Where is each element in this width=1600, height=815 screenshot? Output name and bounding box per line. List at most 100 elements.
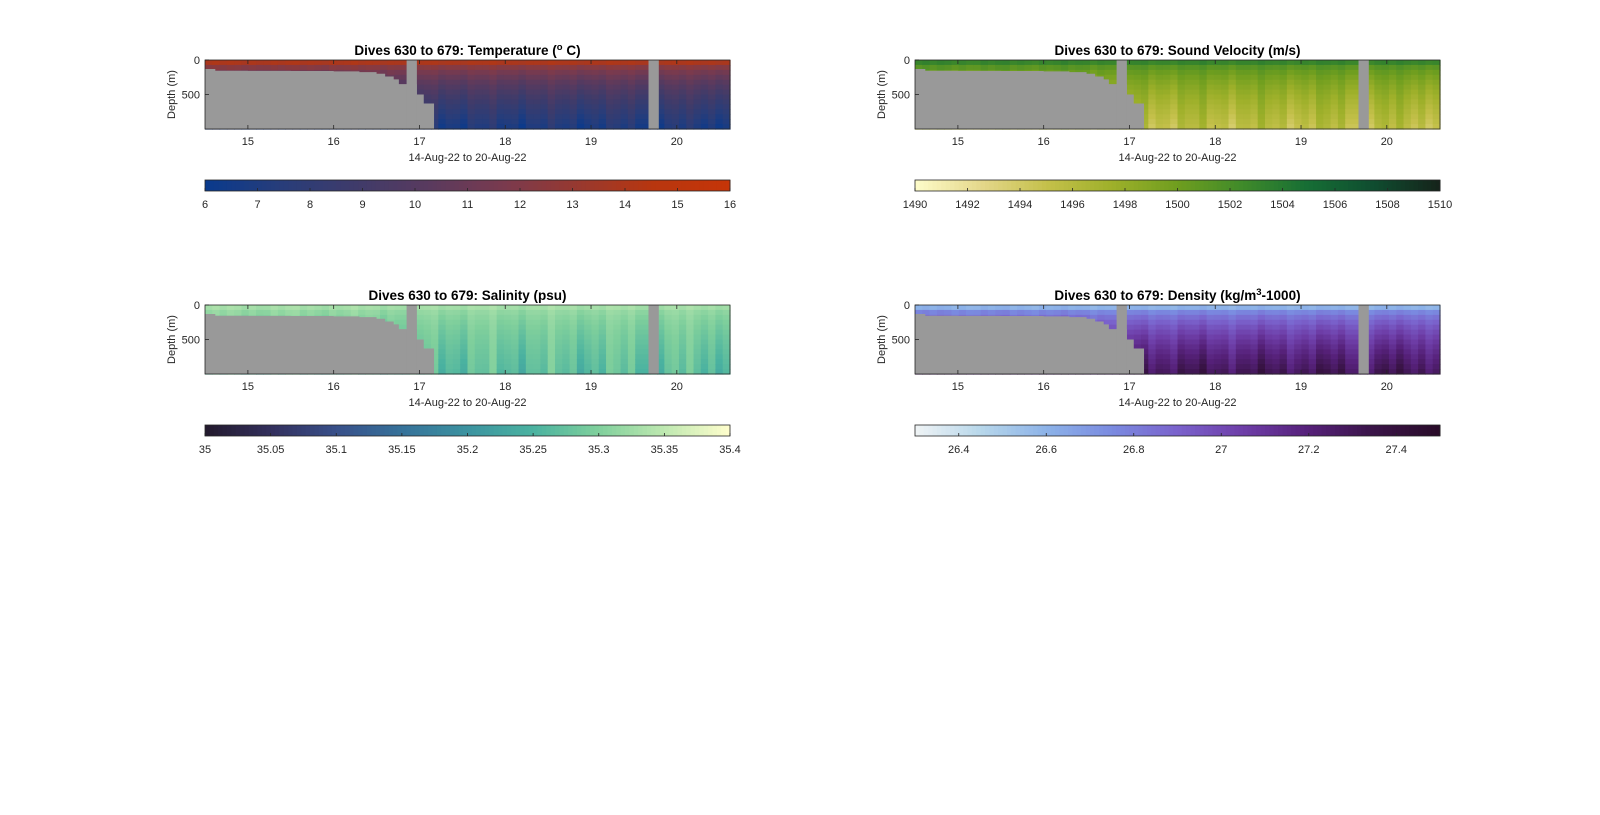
heatmap-cell [657,359,665,365]
heatmap-cell [1221,364,1230,370]
heatmap-cell [1155,359,1164,365]
heatmap-cell [423,309,432,316]
heatmap-cell [503,324,512,331]
heatmap-cell [664,364,673,370]
heatmap-cell [489,60,498,66]
heatmap-cell [1177,354,1186,360]
heatmap-cell [1367,354,1375,360]
heatmap-cell [496,324,505,331]
heatmap-cell [613,349,622,355]
heatmap-cell [1155,114,1164,120]
heatmap-cell [380,309,388,316]
heatmap-cell [1323,94,1332,101]
heatmap-cell [431,64,439,71]
heatmap-cell [1206,94,1215,101]
colorbar-segment [1181,180,1187,191]
heatmap-cell [1374,359,1383,365]
heatmap-cell [598,119,607,125]
heatmap-cell [474,324,483,331]
heatmap-cell [496,64,505,71]
heatmap-cell [1294,119,1303,125]
heatmap-cell [1323,99,1332,105]
heatmap-cell [1221,334,1230,341]
heatmap-cell [555,305,563,311]
heatmap-cell [460,124,469,130]
heatmap-cell [715,359,724,365]
heatmap-cell [540,109,549,115]
heatmap-cell [627,119,636,125]
heatmap-cell [248,309,257,316]
heatmap-cell [1228,94,1237,101]
heatmap-cell [657,364,665,370]
heatmap-cell [1330,364,1339,370]
heatmap-cell [460,114,469,120]
heatmap-cell [1432,104,1441,110]
heatmap-cell [1308,79,1317,86]
heatmap-cell [401,60,410,66]
heatmap-cell [708,369,717,375]
heatmap-cell [1345,104,1354,110]
heatmap-cell [482,60,490,66]
heatmap-cell [1330,329,1339,336]
heatmap-cell [1228,369,1237,375]
heatmap-cell [722,69,731,76]
heatmap-cell [1082,64,1091,71]
heatmap-cell [664,124,673,130]
heatmap-cell [591,359,600,365]
heatmap-cell [489,324,498,331]
heatmap-cell [533,364,542,370]
heatmap-cell [627,339,636,346]
colorbar-tick-label: 11 [462,199,473,211]
heatmap-cell [1279,319,1288,326]
heatmap-cell [576,114,585,120]
heatmap-cell [1301,79,1310,86]
heatmap-cell [1024,305,1033,311]
heatmap-cell [1177,349,1186,355]
heatmap-cell [657,305,665,311]
heatmap-cell [1418,354,1427,360]
chart-temperature: Dives 630 to 679: Temperature (o C) 15 16 1… [0,0,800,250]
heatmap-cell [671,64,680,71]
heatmap-cell [1337,89,1346,96]
colorbar-segment [1072,425,1078,436]
colorbar-segment [1151,180,1157,191]
heatmap-cell [1235,319,1244,326]
heatmap-cell [1141,334,1149,341]
heatmap-cell [1228,329,1237,336]
heatmap-cell [1272,349,1281,355]
colorbar-segment [1378,425,1384,436]
heatmap-cell [1075,64,1084,71]
heatmap-cell [922,309,931,316]
colorbar-segment [985,425,990,436]
heatmap-cell [700,349,709,355]
no-data-gap [648,305,659,374]
heatmap-cell [1155,354,1164,360]
x-axis-label: 14-Aug-22 to 20-Aug-22 [1118,152,1236,164]
colorbar-segment [971,180,977,191]
heatmap-cell [1337,60,1346,66]
heatmap-cell [1228,339,1237,346]
heatmap-cell [1235,124,1244,130]
heatmap-cell [1199,69,1208,76]
heatmap-cell [496,79,505,86]
heatmap-cell [642,79,651,86]
colorbar-segment [655,180,661,191]
heatmap-cell [438,319,447,326]
heatmap-cell [1330,319,1339,326]
heatmap-cell [678,329,687,336]
x-tick-label: 19 [585,381,597,393]
heatmap-cell [1228,354,1237,360]
heatmap-cell [1352,74,1361,81]
heatmap-cell [474,104,483,110]
colorbar-segment [450,180,455,191]
colorbar-segment [603,180,608,191]
heatmap-cell [569,114,578,120]
heatmap-cell [1396,64,1405,71]
colorbar-tick-label: 27 [1215,444,1227,456]
heatmap-cell [1250,334,1259,341]
heatmap-cell [700,114,709,120]
heatmap-cell [1410,359,1419,365]
heatmap-cell [686,344,695,350]
heatmap-cell [1243,109,1252,115]
colorbar-segment [520,425,525,436]
